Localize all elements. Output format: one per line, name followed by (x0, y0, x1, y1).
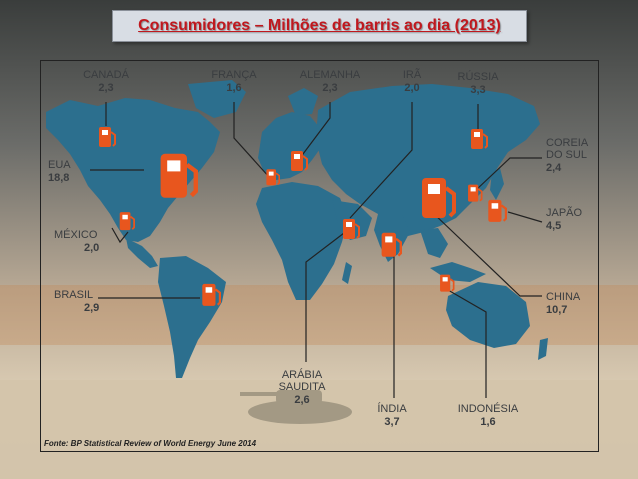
indonesia-value: 1,6 (480, 416, 495, 428)
eua-value: 18,8 (48, 172, 69, 184)
canada-name: CANADÁ (83, 68, 130, 81)
china-fuel-pump-icon (422, 178, 456, 218)
africa (256, 182, 348, 300)
southeast-asia (420, 228, 448, 258)
source-note: Fonte: BP Statistical Review of World En… (44, 439, 257, 448)
scandinavia (288, 88, 318, 116)
arabia-name: ARÁBIA (282, 368, 323, 381)
japan (490, 168, 504, 200)
canada-value: 2,3 (98, 82, 113, 94)
smoke-band (0, 285, 638, 345)
russia-value: 3,3 (470, 84, 485, 96)
canada-fuel-pump-icon (99, 127, 116, 147)
fuel-pumps (99, 127, 508, 306)
asia (316, 84, 540, 236)
indonesia-name: INDONÉSIA (458, 402, 519, 415)
franca-value: 1,6 (226, 82, 241, 94)
franca-fuel-pump-icon (266, 169, 281, 186)
brasil-fuel-pump-icon (202, 283, 222, 306)
brasil-value: 2,9 (84, 302, 99, 314)
coreia-name-line2: DO SUL (546, 149, 587, 161)
japao-fuel-pump-icon (488, 199, 508, 222)
map-frame (40, 60, 599, 452)
alemanha-name: ALEMANHA (300, 69, 361, 81)
brasil-name: BRASIL (54, 289, 93, 301)
indonesia-fuel-pump-icon (440, 274, 455, 292)
madagascar (342, 262, 352, 284)
japao-value: 4,5 (546, 220, 561, 232)
country-labels: CANADÁ2,3FRANÇA1,6ALEMANHA2,3IRÃ2,0RÚSSI… (48, 68, 589, 428)
eua-fuel-pump-icon (160, 153, 199, 198)
china-name: CHINA (546, 291, 581, 303)
coreia-value: 2,4 (546, 162, 562, 174)
arabia-name-line2: SAUDITA (279, 381, 327, 393)
mexico-name: MÉXICO (54, 228, 98, 241)
eua-name: EUA (48, 159, 71, 171)
franca-name: FRANÇA (211, 69, 257, 81)
ira-value: 2,0 (404, 82, 419, 94)
russia-name: RÚSSIA (458, 70, 500, 83)
india-fuel-pump-icon (381, 232, 403, 257)
india-name: ÍNDIA (377, 402, 407, 415)
australia (446, 282, 530, 348)
alemanha-value: 2,3 (322, 82, 337, 94)
mexico-fuel-pump-icon (119, 212, 136, 231)
ira-name: IRÃ (403, 68, 422, 81)
arabia-fuel-pump-icon (343, 219, 360, 239)
page-title: Consumidores – Milhões de barris ao dia … (112, 10, 527, 42)
tank-silhouette (240, 390, 352, 424)
new-zealand (538, 338, 548, 360)
greenland (188, 80, 246, 118)
coreia-name: COREIA (546, 137, 589, 149)
central-america (126, 238, 158, 268)
japao-name: JAPÃO (546, 206, 583, 219)
russia-fuel-pump-icon (471, 129, 488, 149)
coreia-fuel-pump-icon (468, 184, 483, 202)
leader-lines (90, 102, 543, 398)
alemanha-fuel-pump-icon (291, 151, 308, 171)
china-value: 10,7 (546, 304, 567, 316)
mexico-value: 2,0 (84, 242, 99, 254)
arabia-value: 2,6 (294, 394, 309, 406)
india-value: 3,7 (384, 416, 399, 428)
